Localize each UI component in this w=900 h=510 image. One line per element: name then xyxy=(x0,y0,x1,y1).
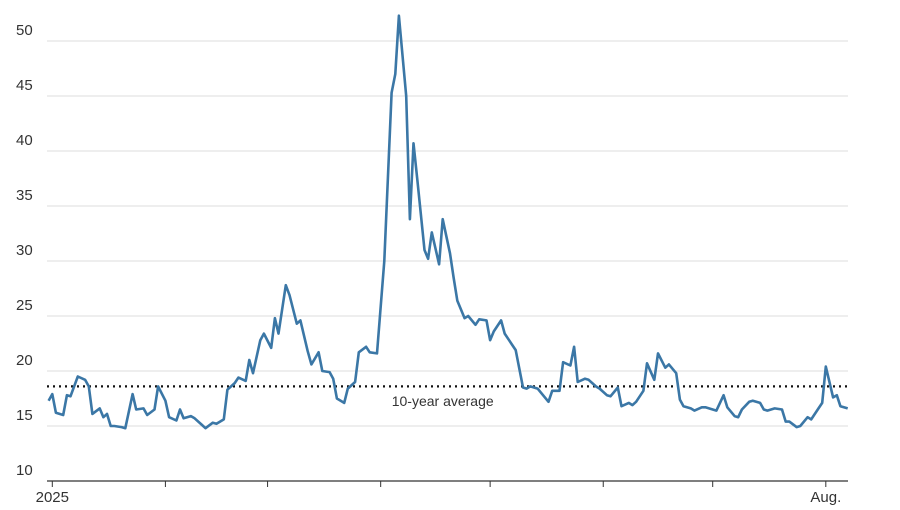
y-tick-label: 40 xyxy=(16,132,33,149)
y-tick-label: 20 xyxy=(16,352,33,369)
average-label: 10-year average xyxy=(392,393,494,409)
data-line xyxy=(47,14,849,430)
x-tick-label: Aug. xyxy=(810,489,841,506)
y-tick-label: 45 xyxy=(16,77,33,94)
y-tick-label: 30 xyxy=(16,242,33,259)
y-tick-label: 35 xyxy=(16,187,33,204)
x-tick-label: 2025 xyxy=(36,489,69,506)
y-tick-label: 15 xyxy=(16,407,33,424)
y-tick-label: 10 xyxy=(16,462,33,479)
y-tick-label: 25 xyxy=(16,297,33,314)
y-tick-label: 50 xyxy=(16,22,33,39)
